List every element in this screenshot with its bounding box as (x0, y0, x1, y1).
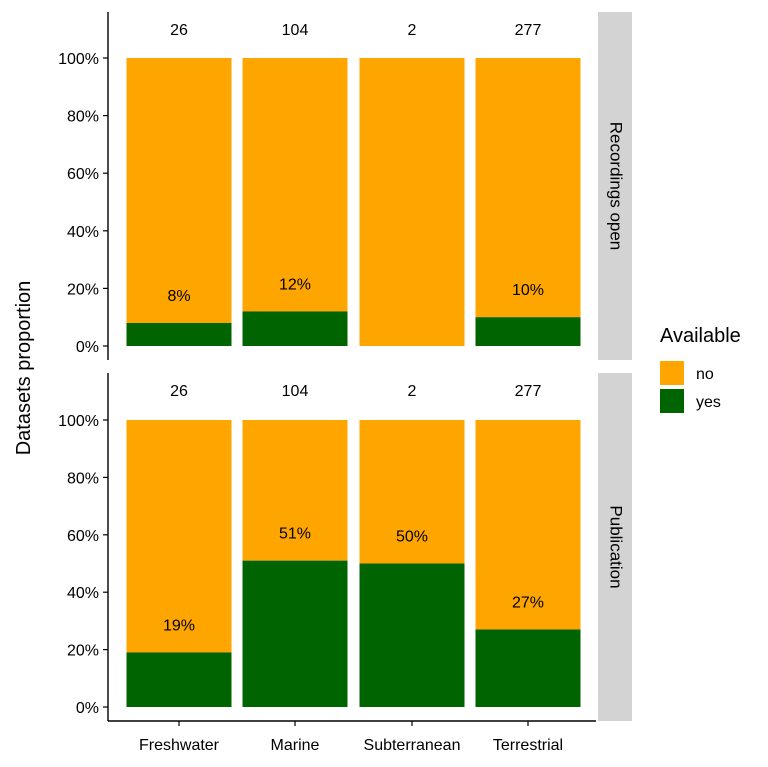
data-label: 10% (512, 282, 544, 299)
facet-strip (598, 12, 632, 360)
legend: Available no yes (660, 325, 741, 413)
y-axis-title: Datasets proportion (13, 281, 35, 456)
bar-yes-terrestrial (475, 629, 581, 707)
bar-no-subterranean (359, 420, 465, 564)
count-label: 2 (408, 383, 417, 400)
data-label: 12% (279, 276, 311, 293)
facet-publication: 0% 20% 40% 60% 80% 100% 19% 26 51% 104 50% 2 27% 277 P… (58, 373, 632, 721)
y-tick-label: 20% (67, 281, 99, 298)
bar-no-terrestrial (475, 420, 581, 630)
y-tick-label: 0% (76, 700, 99, 717)
count-label: 26 (170, 383, 188, 400)
data-label: 50% (396, 529, 428, 546)
legend-swatch-yes (660, 389, 684, 413)
bar-yes-freshwater (126, 652, 232, 707)
bar-no-freshwater (126, 58, 232, 323)
count-label: 104 (282, 22, 309, 39)
bar-no-subterranean (359, 58, 465, 346)
y-tick-label: 100% (58, 51, 99, 68)
count-label: 26 (170, 22, 188, 39)
y-tick-label: 100% (58, 413, 99, 430)
x-tick-label: Terrestrial (493, 737, 563, 754)
x-axis: Freshwater Marine Subterranean Terrestrial (108, 720, 596, 754)
y-tick-label: 60% (67, 166, 99, 183)
y-tick-label: 20% (67, 643, 99, 660)
facet-strip-label: Publication (607, 505, 626, 588)
facet-strip (598, 373, 632, 721)
facet-recordings-open: 0% 20% 40% 60% 80% 100% 8% 26 12% 104 2 10% 277 Recor… (58, 12, 632, 360)
bar-no-terrestrial (475, 58, 581, 318)
bar-no-freshwater (126, 420, 232, 653)
bar-yes-subterranean (359, 563, 465, 707)
legend-label-no: no (696, 366, 714, 383)
x-tick-label: Subterranean (364, 737, 461, 754)
y-tick-label: 0% (76, 339, 99, 356)
bar-no-marine (242, 58, 348, 312)
y-tick-label: 60% (67, 528, 99, 545)
data-label: 19% (163, 617, 195, 634)
data-label: 27% (512, 595, 544, 612)
bar-no-marine (242, 420, 348, 561)
bar-yes-marine (242, 311, 348, 346)
count-label: 277 (515, 383, 542, 400)
bar-yes-freshwater (126, 322, 232, 346)
y-tick-label: 80% (67, 470, 99, 487)
count-label: 104 (282, 383, 309, 400)
bar-yes-marine (242, 560, 348, 707)
x-tick-label: Freshwater (139, 737, 220, 754)
bar-yes-terrestrial (475, 317, 581, 346)
count-label: 2 (408, 22, 417, 39)
legend-swatch-no (660, 361, 684, 385)
facet-strip-label: Recordings open (607, 122, 626, 251)
count-label: 277 (515, 22, 542, 39)
y-tick-label: 80% (67, 109, 99, 126)
data-label: 8% (167, 288, 190, 305)
legend-label-yes: yes (696, 394, 721, 411)
data-label: 51% (279, 526, 311, 543)
y-tick-label: 40% (67, 224, 99, 241)
legend-title: Available (660, 325, 741, 347)
x-tick-label: Marine (271, 737, 320, 754)
y-tick-label: 40% (67, 585, 99, 602)
